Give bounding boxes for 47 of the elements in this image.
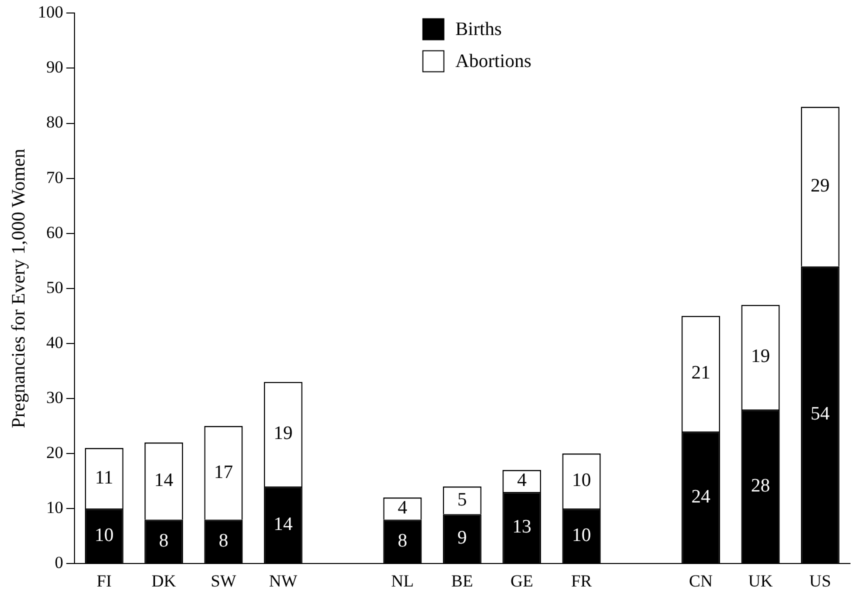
data-label: 24 xyxy=(691,486,711,508)
data-label: 54 xyxy=(810,404,830,425)
data-label: 19 xyxy=(274,423,293,444)
x-tick-label: BE xyxy=(451,571,474,590)
x-tick-label: DK xyxy=(152,571,177,590)
y-tick-label: 100 xyxy=(38,2,64,22)
data-label: 17 xyxy=(214,462,233,483)
data-label: 10 xyxy=(572,470,591,492)
x-tick-label: US xyxy=(809,571,832,590)
data-label: 4 xyxy=(517,470,528,492)
data-label: 11 xyxy=(94,467,114,488)
data-label: 10 xyxy=(94,524,114,546)
data-label: 9 xyxy=(457,528,467,549)
y-tick-label: 10 xyxy=(46,498,64,518)
y-axis-title: Pregnancies for Every 1,000 Women xyxy=(8,148,30,428)
x-tick-label: NL xyxy=(391,571,414,590)
x-tick-label: UK xyxy=(748,571,774,590)
data-label: 8 xyxy=(159,530,169,552)
data-label: 19 xyxy=(750,346,770,368)
x-tick-label: GE xyxy=(510,571,534,590)
legend-label: Births xyxy=(455,19,502,40)
y-tick-label: 20 xyxy=(46,442,64,462)
data-label: 21 xyxy=(691,362,710,384)
x-tick-label: FR xyxy=(571,571,593,590)
data-label: 29 xyxy=(810,176,830,197)
data-label: 8 xyxy=(398,530,408,552)
y-tick-label: 60 xyxy=(46,222,64,242)
data-label: 4 xyxy=(398,498,408,519)
y-tick-label: 90 xyxy=(46,58,64,77)
data-label: 28 xyxy=(750,475,770,496)
y-tick-label: 30 xyxy=(46,388,64,407)
data-label: 5 xyxy=(457,489,467,510)
legend-label: Abortions xyxy=(455,51,532,72)
y-tick-label: 80 xyxy=(46,112,64,132)
y-tick-label: 50 xyxy=(46,278,64,297)
x-tick-label: CN xyxy=(689,571,713,590)
y-tick-label: 0 xyxy=(54,553,64,572)
data-label: 8 xyxy=(218,530,228,552)
data-label: 10 xyxy=(572,524,591,546)
data-label: 14 xyxy=(154,470,174,492)
x-tick-label: SW xyxy=(210,571,238,590)
data-label: 13 xyxy=(512,516,532,538)
x-tick-label: NW xyxy=(268,571,298,590)
data-label: 14 xyxy=(274,514,294,535)
x-tick-label: FI xyxy=(96,571,112,590)
y-tick-label: 70 xyxy=(46,168,64,187)
y-tick-label: 40 xyxy=(46,332,64,352)
